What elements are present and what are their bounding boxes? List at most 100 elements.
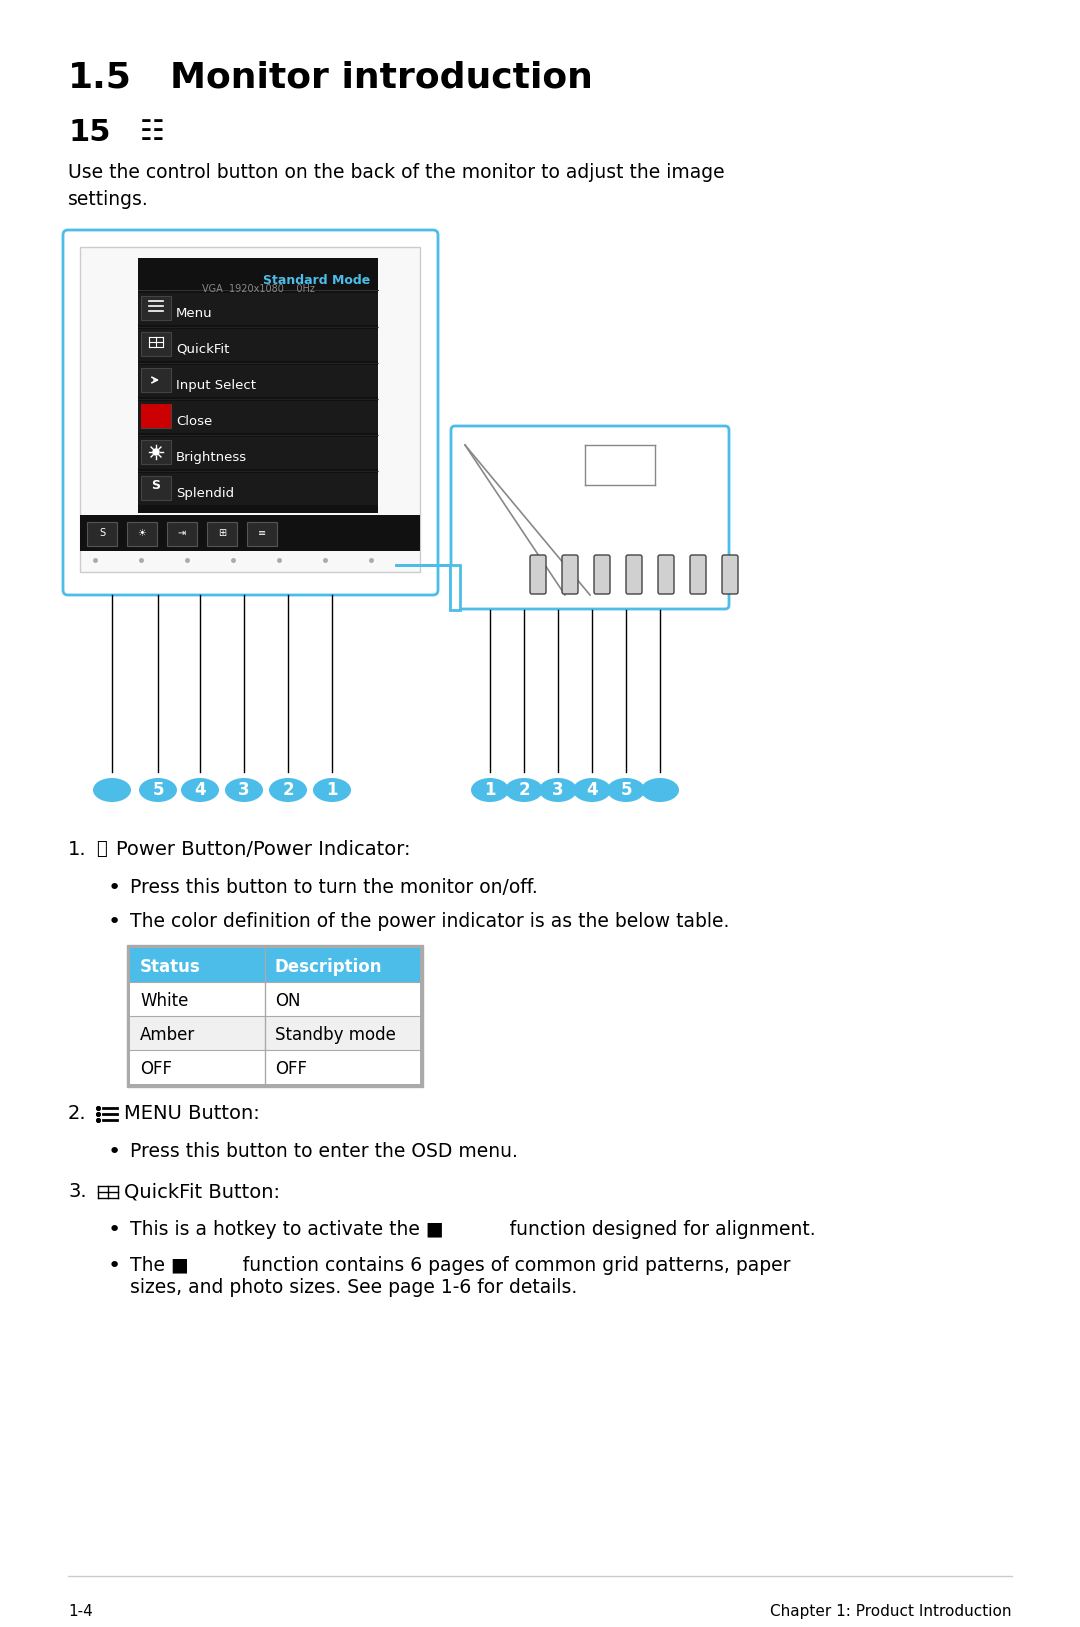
Text: 1.: 1. [68,840,86,859]
Text: QuickFit: QuickFit [176,343,229,356]
FancyBboxPatch shape [141,296,171,321]
FancyBboxPatch shape [141,368,171,392]
Ellipse shape [539,778,577,802]
Text: OFF: OFF [140,1061,172,1079]
FancyBboxPatch shape [138,364,378,397]
Text: Chapter 1: Product Introduction: Chapter 1: Product Introduction [770,1604,1012,1619]
Text: Standby mode: Standby mode [275,1027,396,1045]
FancyBboxPatch shape [130,1049,420,1084]
FancyBboxPatch shape [451,426,729,608]
Text: ⏻: ⏻ [96,840,107,857]
Text: Brightness: Brightness [176,451,247,464]
FancyBboxPatch shape [138,438,378,469]
Text: Close: Close [176,415,213,428]
Circle shape [153,449,159,456]
FancyBboxPatch shape [138,293,378,325]
FancyBboxPatch shape [87,522,117,547]
Text: ON: ON [275,992,300,1010]
FancyBboxPatch shape [63,229,438,595]
Ellipse shape [505,778,543,802]
Text: VGA  1920x1080    0Hz: VGA 1920x1080 0Hz [202,285,314,294]
Ellipse shape [93,778,131,802]
FancyBboxPatch shape [80,516,420,552]
FancyBboxPatch shape [167,522,197,547]
Text: 5: 5 [152,781,164,799]
FancyBboxPatch shape [141,403,171,428]
Text: The color definition of the power indicator is as the below table.: The color definition of the power indica… [130,913,729,931]
Text: Press this button to turn the monitor on/off.: Press this button to turn the monitor on… [130,879,538,896]
Text: Status: Status [140,958,201,976]
Text: 3: 3 [552,781,564,799]
FancyBboxPatch shape [690,555,706,594]
Text: Input Select: Input Select [176,379,256,392]
FancyBboxPatch shape [626,555,642,594]
Text: •: • [108,879,121,898]
Text: •: • [108,1256,121,1276]
FancyBboxPatch shape [141,403,171,428]
FancyBboxPatch shape [130,983,420,1015]
Ellipse shape [313,778,351,802]
Text: White: White [140,992,188,1010]
FancyBboxPatch shape [247,522,276,547]
Text: OFF: OFF [275,1061,307,1079]
Text: Press this button to enter the OSD menu.: Press this button to enter the OSD menu. [130,1142,518,1162]
Ellipse shape [471,778,509,802]
Text: ☷: ☷ [140,119,165,146]
Text: 1-4: 1-4 [68,1604,93,1619]
Text: Use the control button on the back of the monitor to adjust the image
settings.: Use the control button on the back of th… [68,163,725,208]
Text: MENU Button:: MENU Button: [124,1105,260,1123]
Text: This is a hotkey to activate the ■           function designed for alignment.: This is a hotkey to activate the ■ funct… [130,1220,815,1240]
Ellipse shape [607,778,645,802]
FancyBboxPatch shape [138,259,378,513]
FancyBboxPatch shape [138,329,378,361]
FancyBboxPatch shape [138,473,378,504]
Text: Amber: Amber [140,1027,195,1045]
Text: •: • [108,1142,121,1162]
Text: Monitor introduction: Monitor introduction [170,60,593,94]
Text: Power Button/Power Indicator:: Power Button/Power Indicator: [116,840,410,859]
FancyBboxPatch shape [141,439,171,464]
Ellipse shape [269,778,307,802]
Text: ☀: ☀ [137,529,147,539]
Text: 3.: 3. [68,1181,86,1201]
Text: S: S [151,478,161,491]
Text: X: X [150,405,162,420]
Text: ⊞: ⊞ [218,529,226,539]
Text: QuickFit Button:: QuickFit Button: [124,1181,280,1201]
FancyBboxPatch shape [658,555,674,594]
Text: Standard Mode: Standard Mode [262,273,370,286]
Text: 4: 4 [586,781,598,799]
Text: 15: 15 [68,119,110,146]
FancyBboxPatch shape [138,400,378,433]
Text: ≡: ≡ [258,529,266,539]
Text: 1: 1 [484,781,496,799]
FancyBboxPatch shape [562,555,578,594]
FancyBboxPatch shape [141,332,171,356]
FancyBboxPatch shape [141,477,171,499]
Ellipse shape [181,778,219,802]
FancyBboxPatch shape [130,1015,420,1049]
Text: X: X [150,407,161,420]
Text: ⇥: ⇥ [178,529,186,539]
Text: Splendid: Splendid [176,486,234,499]
Ellipse shape [225,778,264,802]
Text: 3: 3 [239,781,249,799]
Ellipse shape [573,778,611,802]
Text: 2: 2 [518,781,530,799]
Text: S: S [99,529,105,539]
Text: 1.5: 1.5 [68,60,132,94]
Text: The ■         function contains 6 pages of common grid patterns, paper
sizes, an: The ■ function contains 6 pages of commo… [130,1256,791,1297]
FancyBboxPatch shape [127,522,157,547]
Text: •: • [108,913,121,932]
FancyBboxPatch shape [130,949,420,983]
Text: 4: 4 [194,781,206,799]
Polygon shape [395,565,460,610]
Ellipse shape [139,778,177,802]
Ellipse shape [642,778,679,802]
FancyBboxPatch shape [530,555,546,594]
Text: •: • [108,1220,121,1240]
Text: Menu: Menu [176,306,213,319]
FancyBboxPatch shape [723,555,738,594]
Text: 2: 2 [282,781,294,799]
FancyBboxPatch shape [80,247,420,573]
